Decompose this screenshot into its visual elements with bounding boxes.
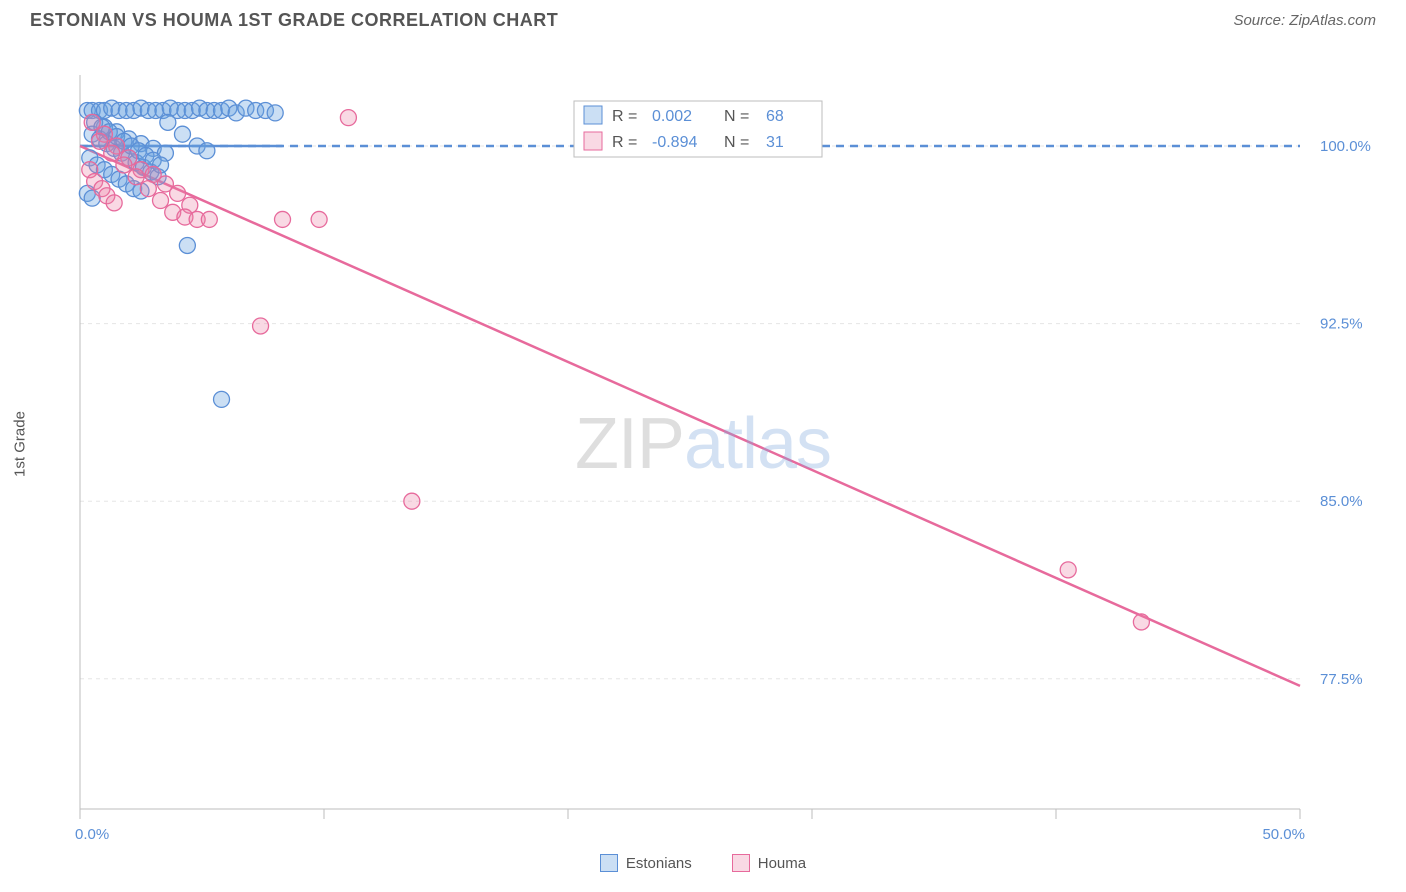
chart-header: ESTONIAN VS HOUMA 1ST GRADE CORRELATION … — [0, 0, 1406, 31]
svg-text:R =: R = — [612, 134, 637, 151]
svg-text:N =: N = — [724, 134, 749, 151]
svg-text:92.5%: 92.5% — [1320, 316, 1363, 333]
svg-text:-0.894: -0.894 — [652, 134, 697, 151]
y-axis-label: 1st Grade — [12, 411, 29, 477]
svg-text:0.002: 0.002 — [652, 108, 692, 125]
svg-text:68: 68 — [766, 108, 784, 125]
legend-item-houma: Houma — [732, 854, 806, 872]
chart-title: ESTONIAN VS HOUMA 1ST GRADE CORRELATION … — [30, 10, 558, 31]
legend-label-estonians: Estonians — [626, 855, 692, 872]
svg-text:0.0%: 0.0% — [75, 826, 109, 843]
svg-text:N =: N = — [724, 108, 749, 125]
legend-swatch-estonians — [600, 854, 618, 872]
chart-area: 1st Grade 77.5%85.0%92.5%100.0%0.0%50.0%… — [30, 39, 1376, 849]
svg-text:77.5%: 77.5% — [1320, 671, 1363, 688]
chart-source: Source: ZipAtlas.com — [1233, 12, 1376, 29]
svg-text:85.0%: 85.0% — [1320, 493, 1363, 510]
svg-text:R =: R = — [612, 108, 637, 125]
legend-label-houma: Houma — [758, 855, 806, 872]
svg-text:100.0%: 100.0% — [1320, 138, 1371, 155]
legend-item-estonians: Estonians — [600, 854, 692, 872]
svg-text:31: 31 — [766, 134, 784, 151]
bottom-legend: Estonians Houma — [0, 854, 1406, 872]
legend-swatch-houma — [732, 854, 750, 872]
scatter-chart: 77.5% 85.0% 92.5% 100.0% 0.0% 50.0% R = 0.002 N … — [30, 39, 1376, 849]
svg-text:50.0%: 50.0% — [1262, 826, 1305, 843]
